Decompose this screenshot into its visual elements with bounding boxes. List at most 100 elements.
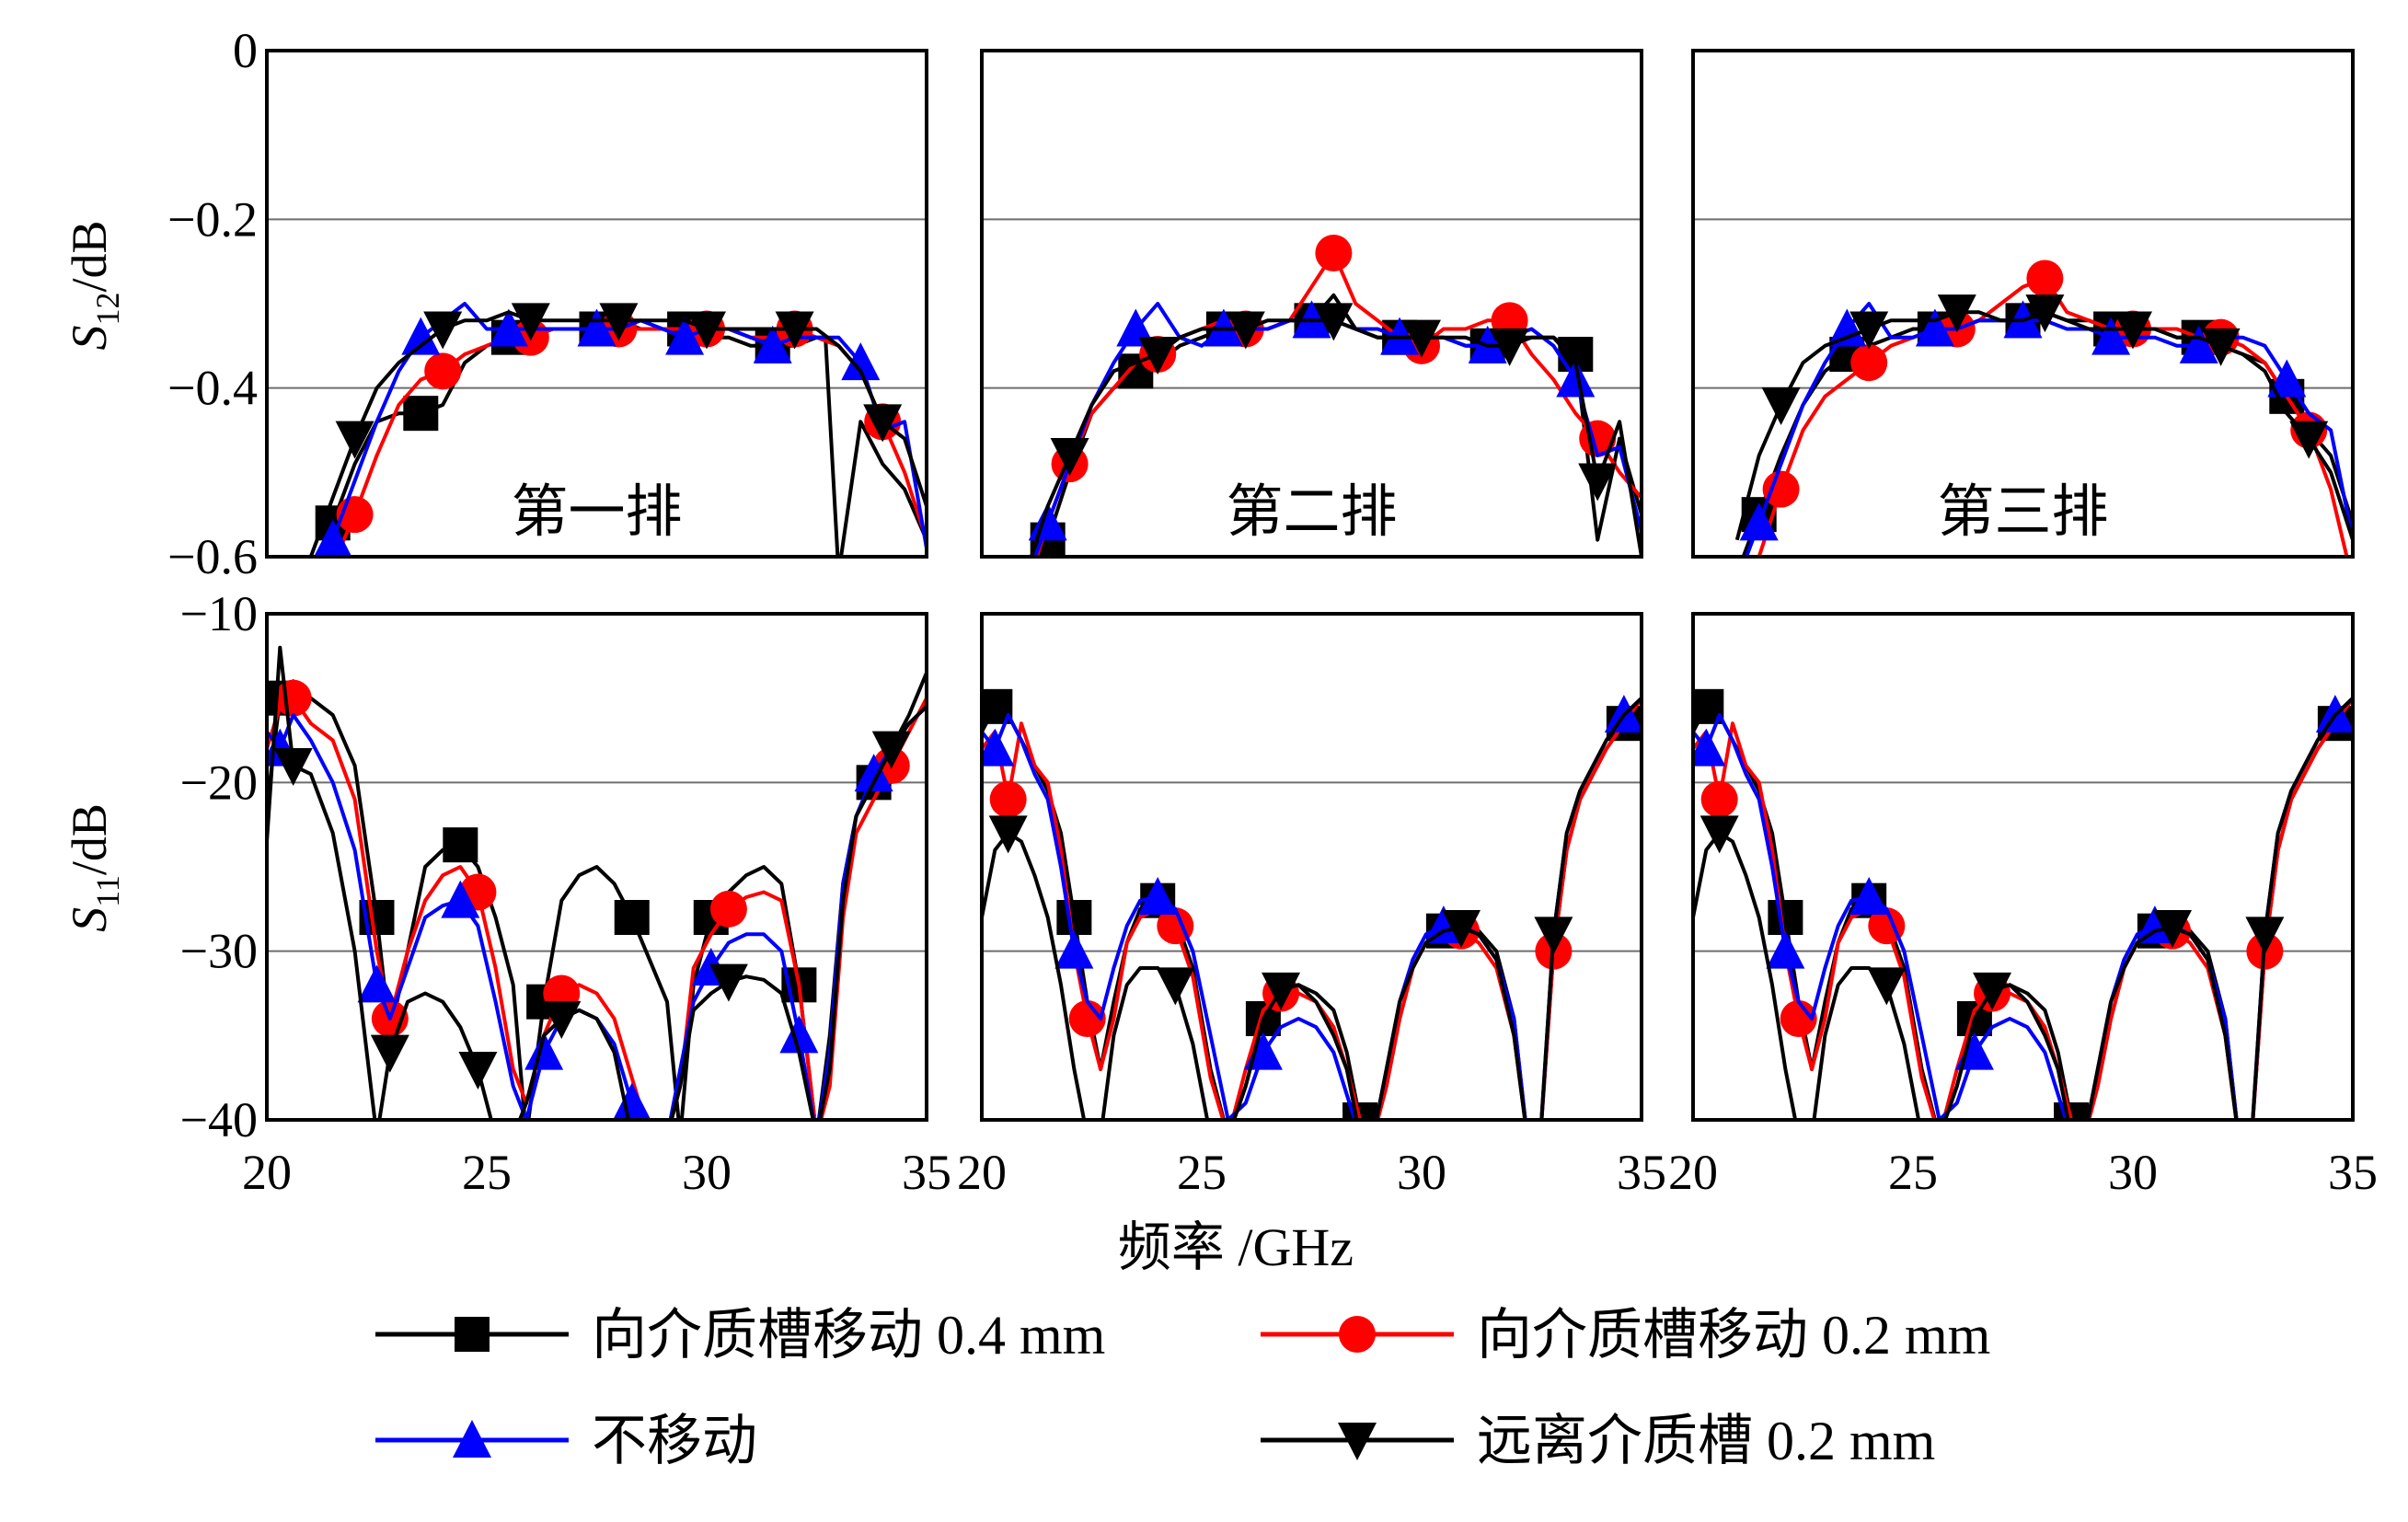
legend: 向介质槽移动 0.4 mm 向介质槽移动 0.2 mm 不移动 远离介质槽 0.2 m… xyxy=(375,1305,1990,1471)
series-line xyxy=(1693,697,2353,1120)
data-point xyxy=(1699,815,1739,854)
plot-panel: 0 −0.2 −0.4 −0.6 第一排 xyxy=(167,23,928,584)
data-point xyxy=(2114,311,2152,350)
data-point xyxy=(542,1001,582,1039)
data-point xyxy=(1314,303,1354,341)
y-tick-label: −40 xyxy=(180,1092,258,1147)
legend-marker xyxy=(455,1317,490,1352)
data-point xyxy=(1850,344,1888,382)
x-tick-label: 30 xyxy=(682,1145,732,1200)
x-tick-label: 20 xyxy=(957,1145,1007,1200)
data-point xyxy=(779,1015,819,1054)
x-tick-label: 35 xyxy=(2328,1145,2378,1200)
data-point xyxy=(423,311,463,350)
data-point xyxy=(443,827,478,863)
data-point xyxy=(2179,325,2218,363)
data-point xyxy=(2026,259,2064,297)
legend-label: 远离介质槽 0.2 mm xyxy=(1477,1411,1935,1471)
data-point xyxy=(403,396,439,432)
data-point xyxy=(1442,910,1481,948)
data-point xyxy=(511,303,550,341)
legend-marker xyxy=(1338,1423,1377,1460)
data-point xyxy=(863,404,903,443)
x-tick-label: 30 xyxy=(1397,1145,1446,1200)
data-point xyxy=(753,325,792,363)
legend-item: 远离介质槽 0.2 mm xyxy=(1261,1411,1935,1471)
data-point xyxy=(687,311,726,350)
plot-frame xyxy=(1691,612,2355,1122)
data-point xyxy=(1578,463,1618,502)
data-point xyxy=(613,1082,651,1120)
panel-title: 第一排 xyxy=(511,481,682,544)
data-point xyxy=(1780,1000,1817,1037)
x-tick-label: 25 xyxy=(1177,1145,1227,1200)
data-point xyxy=(1138,337,1178,375)
data-point xyxy=(841,342,881,381)
data-point xyxy=(1138,877,1178,915)
x-tick-label: 20 xyxy=(1668,1145,1718,1200)
data-point xyxy=(709,963,748,1002)
data-point xyxy=(1827,308,1867,347)
data-point xyxy=(1056,900,1092,935)
x-tick-label: 20 xyxy=(242,1145,292,1200)
data-point xyxy=(1700,780,1738,818)
y-tick-label: −0.2 xyxy=(167,191,258,247)
data-point xyxy=(314,519,352,557)
plot-frame xyxy=(265,49,928,559)
data-point xyxy=(599,303,639,341)
data-point xyxy=(1423,905,1463,944)
legend-marker xyxy=(453,1420,491,1458)
data-point xyxy=(982,728,1015,767)
x-tick-label: 25 xyxy=(462,1145,512,1200)
data-point xyxy=(2153,910,2193,948)
data-point xyxy=(1156,967,1195,1006)
y-tick-label: −0.4 xyxy=(167,361,258,416)
data-point xyxy=(1915,308,1954,347)
plot-frame xyxy=(1691,49,2355,559)
series-line xyxy=(982,697,1642,1120)
legend-item: 向介质槽移动 0.4 mm xyxy=(375,1305,1105,1366)
y-tick-label: 0 xyxy=(233,23,258,78)
data-point xyxy=(274,679,312,717)
data-point xyxy=(871,731,911,769)
x-axis-label: 频率 /GHz xyxy=(1118,1217,1354,1277)
data-point xyxy=(458,1052,498,1090)
legend-item: 向介质槽移动 0.2 mm xyxy=(1261,1305,1990,1366)
data-point xyxy=(1768,900,1803,935)
panel-title: 第三排 xyxy=(1937,481,2108,544)
y-tick-label: −30 xyxy=(180,924,258,979)
data-point xyxy=(989,780,1027,818)
plot-panel: 第三排 xyxy=(1691,49,2355,559)
data-point xyxy=(2091,317,2131,355)
data-point xyxy=(665,317,705,355)
legend-item: 不移动 xyxy=(375,1411,757,1471)
data-point xyxy=(709,890,747,928)
y-tick-label: −10 xyxy=(180,586,258,641)
data-point xyxy=(1226,311,1265,350)
data-point xyxy=(1068,1000,1106,1037)
data-point xyxy=(441,880,480,918)
data-point xyxy=(1739,502,1779,541)
data-point xyxy=(854,754,893,792)
legend-marker xyxy=(1339,1316,1376,1353)
x-tick-label: 35 xyxy=(902,1145,951,1200)
data-point xyxy=(1867,967,1907,1006)
data-point xyxy=(1556,359,1596,398)
data-point xyxy=(1762,470,1800,508)
y-tick-label: −0.6 xyxy=(167,529,258,584)
data-point xyxy=(1761,387,1801,425)
y-tick-label: −20 xyxy=(180,755,258,810)
data-point xyxy=(775,311,814,350)
plot-frame xyxy=(980,612,1643,1122)
x-tick-label: 25 xyxy=(1888,1145,1938,1200)
data-point xyxy=(1766,930,1805,969)
data-point xyxy=(1490,328,1529,366)
data-point xyxy=(2025,294,2065,333)
data-point xyxy=(524,1032,564,1070)
x-tick-label: 35 xyxy=(1617,1145,1666,1200)
data-point xyxy=(489,308,528,347)
plot-panel: 20 25 30 35 xyxy=(1668,612,2378,1200)
plot-panel: 第二排 xyxy=(980,49,1643,559)
